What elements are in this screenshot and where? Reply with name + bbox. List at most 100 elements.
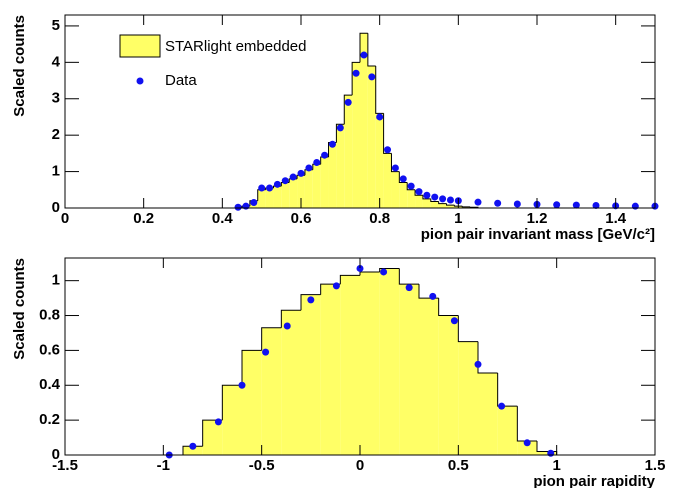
data-point: [631, 202, 639, 210]
data-point: [391, 164, 399, 172]
data-point: [572, 201, 580, 209]
y-axis-label: Scaled counts: [11, 258, 28, 360]
hist-bar: [375, 113, 384, 208]
hist-bar: [261, 327, 282, 455]
hist-bar: [222, 385, 242, 455]
data-point: [405, 284, 413, 292]
hist-bar: [301, 294, 321, 455]
hist-step: [457, 315, 478, 343]
data-point: [238, 381, 246, 389]
hist-bar: [438, 203, 447, 208]
hist-bar: [336, 124, 345, 208]
hist-step: [367, 33, 376, 67]
hist-bar: [422, 198, 431, 208]
data-point: [474, 198, 482, 206]
x-tick-label: 1.4: [605, 210, 627, 227]
data-point: [234, 203, 242, 211]
hist-bar: [344, 95, 353, 208]
hist-step: [438, 298, 459, 317]
data-point: [321, 151, 329, 159]
hist-step: [280, 309, 301, 328]
hist-step: [379, 267, 400, 272]
frame: [64, 14, 656, 209]
hist-bar: [446, 205, 455, 208]
hist-step: [414, 189, 423, 196]
data-point: [384, 146, 392, 154]
x-tick-label: 1.2: [527, 210, 548, 227]
data-point: [446, 196, 454, 204]
hist-bar: [419, 298, 439, 455]
data-point: [313, 158, 321, 166]
hist-bar: [281, 182, 290, 208]
hist-bar: [462, 206, 471, 208]
y-tick-label: 0.8: [39, 306, 60, 323]
hist-bar: [273, 186, 282, 208]
data-point: [262, 348, 270, 356]
data-point: [429, 292, 437, 300]
hist-bar: [367, 65, 376, 208]
x-tick-label: 0.5: [448, 457, 469, 474]
hist-step: [221, 384, 242, 421]
data-point: [407, 182, 415, 190]
data-point: [297, 169, 305, 177]
y-tick-label: 0: [52, 446, 60, 463]
y-tick-label: 2: [52, 126, 60, 143]
data-point: [431, 193, 439, 201]
x-tick-label: -1: [157, 457, 170, 474]
x-tick-label: -0.5: [249, 457, 275, 474]
data-point: [423, 191, 431, 199]
data-point: [360, 51, 368, 59]
hist-bar: [265, 187, 274, 208]
hist-bar: [183, 446, 203, 455]
data-point: [592, 201, 600, 209]
hist-bar: [242, 350, 262, 455]
hist-bar: [297, 175, 305, 208]
data-point: [283, 322, 291, 330]
x-tick-label: 0.2: [133, 210, 154, 227]
data-point: [258, 184, 266, 192]
data-point: [399, 175, 407, 183]
hist-bar: [497, 406, 518, 455]
x-tick-label: -1.5: [52, 457, 78, 474]
data-point: [356, 264, 364, 272]
data-point: [242, 202, 250, 210]
hist-bar: [517, 441, 537, 455]
data-point: [553, 201, 561, 209]
hist-step: [359, 32, 368, 63]
hist-bar: [399, 284, 419, 455]
data-point: [266, 184, 274, 192]
legend-label: Data: [165, 72, 197, 89]
hist-step: [300, 294, 321, 311]
hist-step: [406, 182, 416, 191]
hist-step: [461, 206, 471, 208]
data-point: [281, 177, 289, 185]
y-tick-label: 1: [52, 163, 60, 180]
hist-step: [343, 94, 353, 125]
y-tick-label: 1: [52, 272, 60, 289]
hist-bar: [379, 268, 400, 455]
data-point: [336, 124, 344, 132]
hist-bar: [289, 178, 298, 208]
hist-bar: [328, 142, 337, 208]
data-point: [513, 200, 521, 208]
hist-step: [351, 61, 360, 96]
hist-step: [430, 198, 439, 202]
x-tick-label: 0.6: [291, 210, 312, 227]
hist-bar: [360, 33, 368, 208]
data-point: [214, 418, 222, 426]
hist-bar: [281, 310, 301, 455]
hist-step: [446, 203, 455, 206]
data-point: [332, 282, 340, 290]
hist-bar: [407, 189, 416, 208]
hist-bar: [304, 169, 313, 208]
hist-step: [390, 153, 400, 173]
hist-bar: [257, 189, 266, 208]
hist-step: [261, 327, 282, 351]
hist-step: [241, 349, 262, 386]
hist-step: [375, 65, 384, 114]
hist-step: [497, 373, 518, 407]
hist-bar: [478, 373, 498, 455]
hist-step: [422, 195, 431, 200]
hist-bar: [320, 284, 341, 455]
y-tick-label: 0: [52, 199, 60, 216]
